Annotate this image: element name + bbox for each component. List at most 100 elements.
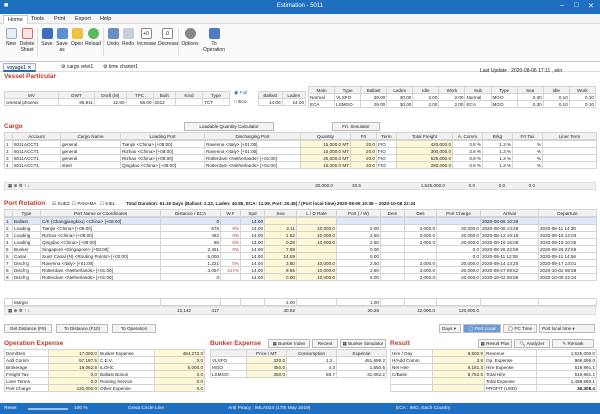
address-commission[interactable]: 3.8 % xyxy=(452,161,483,169)
bunker-price[interactable]: 350.0 xyxy=(246,370,287,378)
port-charge[interactable]: 20,000.0 xyxy=(436,266,481,274)
freight-tax[interactable]: % xyxy=(512,161,543,169)
rotation-row[interactable]: 6 Canal Suez Canal (N) <Routing Points> [+… xyxy=(4,252,597,260)
address-commission[interactable]: 3.8 % xyxy=(452,147,483,155)
save-as-button[interactable]: Save as xyxy=(53,28,71,53)
port-days[interactable]: 2.60 xyxy=(336,266,381,274)
rotation-row[interactable]: 3 Loading Rizhao <China> [+08:00] 462 0% 14.0… xyxy=(4,231,597,239)
bunker-index-button[interactable]: ▦ Bunker Index xyxy=(268,339,310,348)
days-select[interactable]: Days ▾ xyxy=(439,324,461,333)
increase-button[interactable]: +0 Increase xyxy=(137,28,156,47)
port-days[interactable]: 2.00 xyxy=(336,224,381,232)
result-value[interactable]: 8,500.0 xyxy=(432,349,485,357)
new-button[interactable]: New xyxy=(2,28,20,47)
cargo-name[interactable]: general xyxy=(60,154,121,162)
port-name[interactable]: Suez Canal (N) <Routing Points> [+02:00] xyxy=(40,252,161,260)
speed[interactable]: 14.00 xyxy=(240,266,265,274)
port-type[interactable]: Loading xyxy=(12,238,41,246)
get-distance-button[interactable]: Get Distance (F9) xyxy=(4,324,52,333)
result-value[interactable]: 8,752.5 xyxy=(432,370,485,378)
weather-factor[interactable]: 0% xyxy=(220,238,241,246)
result-value[interactable]: 3.8 xyxy=(432,356,485,364)
port-charge[interactable] xyxy=(436,217,481,225)
address-commission[interactable]: 3.8 % xyxy=(452,154,483,162)
menu-print[interactable]: Print xyxy=(54,16,66,22)
cargo-row[interactable]: 4 5011ACCT1 steel Qingdao <China> [+08:00] R… xyxy=(4,161,597,169)
liner-term[interactable] xyxy=(542,147,597,155)
weather-factor[interactable]: 417% xyxy=(220,266,241,274)
discharging-port[interactable]: Rotterdam <Netherlands> [+01:00] xyxy=(204,154,301,162)
loading-port[interactable]: Rizhao <China> [+08:00] xyxy=(120,154,205,162)
port-days[interactable]: 2.50 xyxy=(336,238,381,246)
to-operation-button[interactable]: To Operation xyxy=(203,28,225,53)
menu-help[interactable]: Help xyxy=(100,16,112,22)
margin-port[interactable]: 1.00 xyxy=(336,298,381,306)
demurrage[interactable] xyxy=(380,252,405,260)
despatch[interactable] xyxy=(404,245,437,253)
vessel-type[interactable]: TCT xyxy=(202,98,230,106)
cargo-account[interactable]: 5011ACCT1 xyxy=(12,161,61,169)
distance[interactable]: 0 xyxy=(160,273,221,281)
tab-voyage1[interactable]: voyage1 ✕ xyxy=(3,63,36,72)
undo-button[interactable]: Undo xyxy=(104,28,122,47)
liner-term[interactable] xyxy=(542,140,597,148)
open-button[interactable]: Open xyxy=(68,28,86,47)
vessel-tpc[interactable]: 58.00 xyxy=(125,98,154,106)
menu-export[interactable]: Export xyxy=(75,16,91,22)
cargo-name[interactable]: steel xyxy=(60,161,121,169)
demurrage[interactable] xyxy=(380,245,405,253)
expense-value[interactable]: 0.0 xyxy=(48,370,99,378)
vessel-built[interactable]: 2012 xyxy=(152,98,176,106)
loadable-quantity-calculator-button[interactable]: Loadable Quantity Calculator xyxy=(184,122,274,131)
rotation-row[interactable]: 7 Disch'g Ravenna <Italy> [+01:00] 1,221 0% 1… xyxy=(4,259,597,267)
distance[interactable]: 2,461 xyxy=(160,245,221,253)
bunker-price[interactable]: 450.0 xyxy=(246,363,287,371)
rotation-row[interactable]: 9 Disch'g Rotterdam <Netherlands> [+01:00]… xyxy=(4,273,597,281)
recent-button[interactable]: Recent xyxy=(312,339,338,348)
laden-speed[interactable]: 14.00 xyxy=(281,98,306,106)
weather-factor[interactable]: 0% xyxy=(220,224,241,232)
suez-checkbox[interactable]: ☑ SUEZ xyxy=(52,201,70,206)
rotation-row[interactable]: 2 Loading Tianjin <China> [+08:00] 676 0% 14.… xyxy=(4,224,597,232)
row-add-icon[interactable]: ▦ ⊕ ⚙ ↑ ↓ xyxy=(8,308,31,313)
save-button[interactable]: Save xyxy=(38,28,56,47)
vessel-dwt[interactable]: 96,811 xyxy=(58,98,95,106)
port-name[interactable]: Rotterdam <Netherlands> [+01:00] xyxy=(40,266,161,274)
speed[interactable]: 14.00 xyxy=(240,224,265,232)
row-add-icon[interactable]: ▦ ⊕ ⚙ ↑ ↓ xyxy=(8,183,31,188)
cargo-account[interactable]: 5011ACCT1 xyxy=(12,147,61,155)
time-mode-select[interactable]: Port local time ▾ xyxy=(539,324,595,333)
speed[interactable]: 14.00 xyxy=(240,217,265,225)
address-commission[interactable]: 3.8 % xyxy=(452,140,483,148)
term[interactable]: FIO xyxy=(376,161,397,169)
weather-factor[interactable]: 0% xyxy=(220,245,241,253)
tab-time-charter1[interactable]: ⚙ time charter1 xyxy=(103,64,139,70)
distance[interactable]: 0 xyxy=(160,217,221,225)
reload-button[interactable]: Reload xyxy=(84,28,102,47)
port-type[interactable]: Ballast xyxy=(12,217,41,225)
expense-value[interactable]: 120,000.0 xyxy=(48,384,99,392)
port-type[interactable]: Disch'g xyxy=(12,259,41,267)
analyzer-button[interactable]: 🔍 Analyzer xyxy=(514,339,550,348)
port-charge[interactable]: 20,000.0 xyxy=(436,259,481,267)
port-type[interactable]: Loading xyxy=(12,231,41,239)
menu-home[interactable]: Home xyxy=(3,15,28,24)
port-type[interactable]: Bunker xyxy=(12,245,41,253)
bunker-price[interactable]: 320.0 xyxy=(246,356,287,364)
rotation-row[interactable]: 1 Ballast C/K (Changjiangkou) <China> [+08… xyxy=(4,217,597,225)
distance[interactable]: 3,057 xyxy=(160,266,221,274)
rotation-row[interactable]: 4 Loading Qingdao <China> [+08:00] 85 0% 14.0… xyxy=(4,238,597,246)
port-charge[interactable]: 0.0 xyxy=(436,252,481,260)
port-type[interactable]: Canal xyxy=(12,252,41,260)
cargo-row[interactable]: 3 5011ACCT1 general Rizhao <China> [+08:00]… xyxy=(4,154,597,162)
despatch[interactable] xyxy=(404,252,437,260)
despatch[interactable]: 3,000.0 xyxy=(404,231,437,239)
vessel-kind[interactable] xyxy=(175,98,203,106)
panama-checkbox[interactable]: ☐ PANAMA xyxy=(72,201,97,206)
freight-rate[interactable]: 20.0 xyxy=(350,154,377,162)
port-type[interactable]: Disch'g xyxy=(12,266,41,274)
cargo-row[interactable]: 2 5011ACCT1 general Rizhao <China> [+08:00]… xyxy=(4,147,597,155)
quantity[interactable]: 15,000.0 MT xyxy=(300,161,351,169)
minimize-icon[interactable]: – xyxy=(560,2,564,9)
discharging-port[interactable]: Rotterdam <Netherlands> [+01:00] xyxy=(204,161,301,169)
